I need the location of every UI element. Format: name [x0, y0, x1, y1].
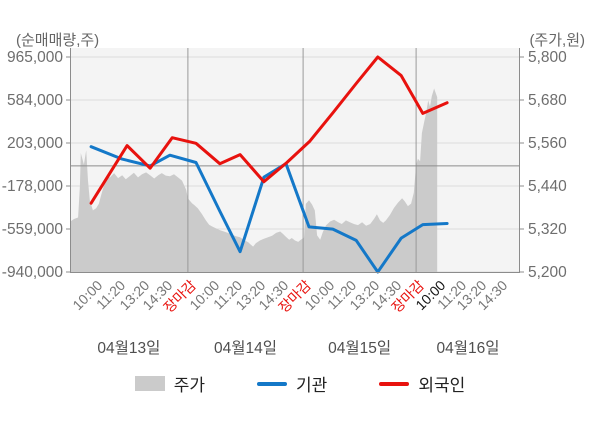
- right-axis-label: 5,320: [528, 220, 567, 238]
- right-axis-title: (주가,원): [529, 32, 585, 49]
- chart-legend: 주가 기관 외국인: [0, 371, 600, 396]
- right-axis-label: 5,560: [528, 134, 567, 152]
- x-axis-date-label: 04월16일: [436, 340, 500, 357]
- x-axis-date-label: 04월14일: [213, 340, 277, 357]
- legend-item-foreigner: 외국인: [379, 371, 465, 396]
- foreigner-line-series: [89, 55, 449, 205]
- right-axis-label: 5,440: [528, 177, 567, 195]
- price-area-series: [70, 88, 438, 273]
- left-axis-title: (순매매량,주): [16, 32, 100, 49]
- left-axis-label: 584,000: [6, 91, 63, 109]
- price-volume-chart: [66, 48, 524, 274]
- x-axis-date-label: 04월13일: [97, 340, 161, 357]
- right-axis-label: 5,800: [528, 48, 567, 66]
- legend-institution-swatch: [257, 381, 288, 386]
- legend-price-swatch: [134, 376, 165, 391]
- left-axis-label: 965,000: [6, 48, 63, 66]
- plot-area: [66, 48, 524, 274]
- left-axis-label: -940,000: [1, 263, 63, 281]
- legend-price-label: 주가: [173, 376, 206, 395]
- institution-line-series: [89, 145, 449, 274]
- x-axis-date-label: 04월15일: [328, 340, 392, 357]
- legend-item-price: 주가: [134, 371, 206, 396]
- legend-item-institution: 기관: [257, 371, 327, 396]
- left-axis-label: -178,000: [1, 177, 63, 195]
- legend-institution-label: 기관: [296, 376, 328, 395]
- left-axis-label: -559,000: [1, 220, 63, 238]
- left-axis-label: 203,000: [6, 134, 63, 152]
- right-axis-label: 5,680: [528, 91, 567, 109]
- right-axis-label: 5,200: [528, 263, 567, 281]
- legend-foreigner-label: 외국인: [418, 376, 466, 395]
- legend-foreigner-swatch: [379, 381, 410, 386]
